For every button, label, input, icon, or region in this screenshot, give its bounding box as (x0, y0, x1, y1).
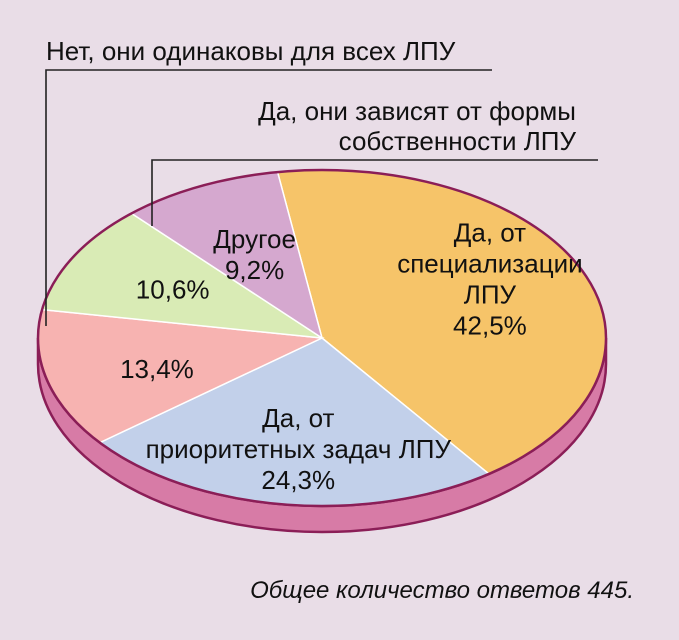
slice-3-label: 13,4% (120, 354, 194, 384)
callout-ownership-label: Да, они зависят от формы собственности ЛП… (258, 96, 576, 156)
callout-leader-lines (45, 69, 598, 326)
pie-top-outline (36, 168, 608, 508)
pie-labels: Да, от специализации ЛПУ 42,5% Да, от приорит… (120, 217, 583, 495)
slice-1-label: Да, от специализации ЛПУ 42,5% (397, 217, 582, 340)
footnote: Общее количество ответов 445. (250, 577, 634, 604)
callout-same-for-all-leader (45, 69, 492, 326)
slice-4-label: 10,6% (136, 274, 210, 304)
slice-2-label: Да, от приоритетных задач ЛПУ 24,3% (146, 403, 452, 495)
callout-same-for-all-label: Нет, они одинаковы для всех ЛПУ (46, 36, 456, 66)
pie-slices (36, 168, 608, 508)
callout-ownership-leader (151, 159, 598, 226)
callout-labels: Нет, они одинаковы для всех ЛПУ Да, они з… (46, 36, 576, 156)
slice-5-label: Другое 9,2% (213, 224, 296, 285)
